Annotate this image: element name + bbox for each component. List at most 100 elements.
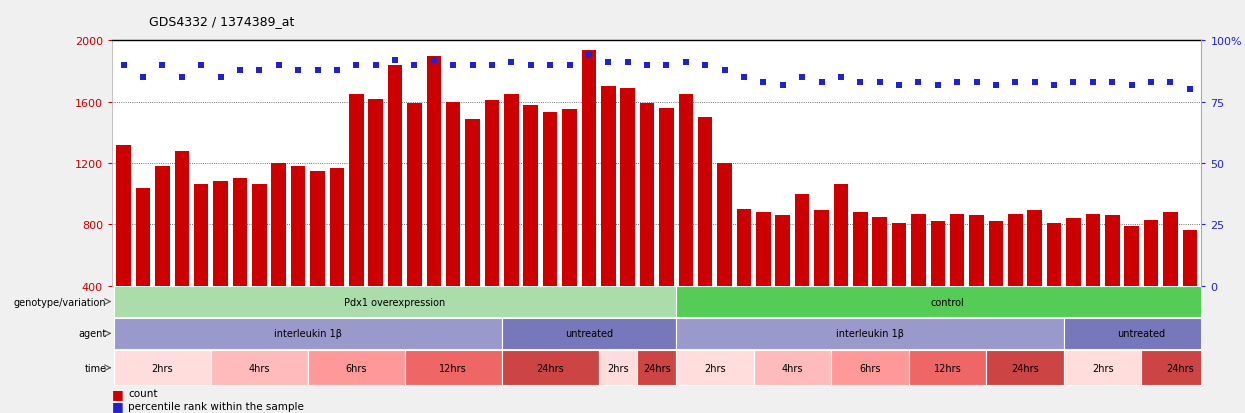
Bar: [640, 104, 655, 286]
Bar: [873, 217, 886, 286]
Bar: [1144, 220, 1158, 286]
Text: 4hrs: 4hrs: [249, 363, 270, 373]
Bar: [930, 222, 945, 286]
Text: 24hrs: 24hrs: [1167, 363, 1194, 373]
Bar: [156, 167, 169, 286]
Bar: [1142, 350, 1219, 385]
Bar: [291, 167, 305, 286]
Bar: [1106, 216, 1119, 286]
Text: 6hrs: 6hrs: [346, 363, 367, 373]
Bar: [117, 145, 131, 286]
Bar: [989, 222, 1003, 286]
Text: 6hrs: 6hrs: [859, 363, 880, 373]
Bar: [349, 95, 364, 286]
Bar: [213, 182, 228, 286]
Bar: [484, 101, 499, 286]
Text: Pdx1 overexpression: Pdx1 overexpression: [345, 297, 446, 307]
Bar: [210, 350, 308, 385]
Bar: [251, 185, 266, 286]
Text: interleukin 1β: interleukin 1β: [274, 329, 342, 339]
Text: interleukin 1β: interleukin 1β: [835, 329, 904, 339]
Text: 24hrs: 24hrs: [1011, 363, 1038, 373]
Text: 12hrs: 12hrs: [934, 363, 961, 373]
Bar: [659, 109, 674, 286]
Bar: [911, 214, 926, 286]
Bar: [601, 87, 615, 286]
Bar: [446, 102, 461, 286]
Text: untreated: untreated: [565, 329, 613, 339]
Text: count: count: [128, 388, 158, 398]
Bar: [834, 185, 848, 286]
Bar: [563, 110, 576, 286]
Bar: [1027, 211, 1042, 286]
Bar: [427, 57, 441, 286]
Bar: [271, 164, 286, 286]
Bar: [637, 350, 676, 385]
Bar: [330, 168, 344, 286]
Bar: [1047, 223, 1062, 286]
Text: 12hrs: 12hrs: [439, 363, 467, 373]
Bar: [543, 113, 558, 286]
Bar: [676, 350, 753, 385]
Text: control: control: [930, 297, 965, 307]
Bar: [310, 171, 325, 286]
Bar: [1183, 231, 1196, 286]
Bar: [794, 194, 809, 286]
Bar: [1008, 214, 1022, 286]
Text: 24hrs: 24hrs: [537, 363, 564, 373]
Text: ■: ■: [112, 399, 123, 412]
Bar: [814, 211, 829, 286]
Bar: [950, 214, 965, 286]
Text: 4hrs: 4hrs: [782, 363, 803, 373]
Bar: [1063, 350, 1142, 385]
Bar: [676, 287, 1219, 317]
Bar: [1063, 318, 1219, 349]
Text: percentile rank within the sample: percentile rank within the sample: [128, 401, 304, 411]
Text: untreated: untreated: [1117, 329, 1165, 339]
Bar: [599, 350, 637, 385]
Bar: [466, 119, 479, 286]
Bar: [523, 105, 538, 286]
Bar: [1124, 226, 1139, 286]
Text: 2hrs: 2hrs: [152, 363, 173, 373]
Bar: [407, 104, 422, 286]
Bar: [115, 287, 676, 317]
Bar: [986, 350, 1063, 385]
Bar: [832, 350, 909, 385]
Text: 2hrs: 2hrs: [608, 363, 629, 373]
Text: time: time: [85, 363, 107, 373]
Bar: [1086, 214, 1101, 286]
Text: 2hrs: 2hrs: [1092, 363, 1113, 373]
Bar: [1066, 218, 1081, 286]
Bar: [115, 350, 210, 385]
Bar: [405, 350, 502, 385]
Bar: [679, 95, 693, 286]
Bar: [756, 213, 771, 286]
Bar: [504, 95, 519, 286]
Bar: [502, 318, 676, 349]
Bar: [387, 66, 402, 286]
Bar: [581, 50, 596, 286]
Bar: [909, 350, 986, 385]
Text: agent: agent: [78, 329, 107, 339]
Bar: [737, 209, 751, 286]
Bar: [1163, 213, 1178, 286]
Text: 2hrs: 2hrs: [705, 363, 726, 373]
Bar: [174, 151, 189, 286]
Bar: [698, 118, 712, 286]
Text: ■: ■: [112, 387, 123, 400]
Bar: [891, 223, 906, 286]
Bar: [676, 318, 1063, 349]
Bar: [970, 216, 984, 286]
Bar: [853, 213, 868, 286]
Text: 24hrs: 24hrs: [642, 363, 671, 373]
Text: genotype/variation: genotype/variation: [14, 297, 107, 307]
Text: GDS4332 / 1374389_at: GDS4332 / 1374389_at: [149, 15, 295, 28]
Bar: [620, 89, 635, 286]
Bar: [308, 350, 405, 385]
Bar: [233, 179, 248, 286]
Bar: [136, 188, 151, 286]
Bar: [753, 350, 832, 385]
Bar: [369, 100, 383, 286]
Bar: [115, 318, 502, 349]
